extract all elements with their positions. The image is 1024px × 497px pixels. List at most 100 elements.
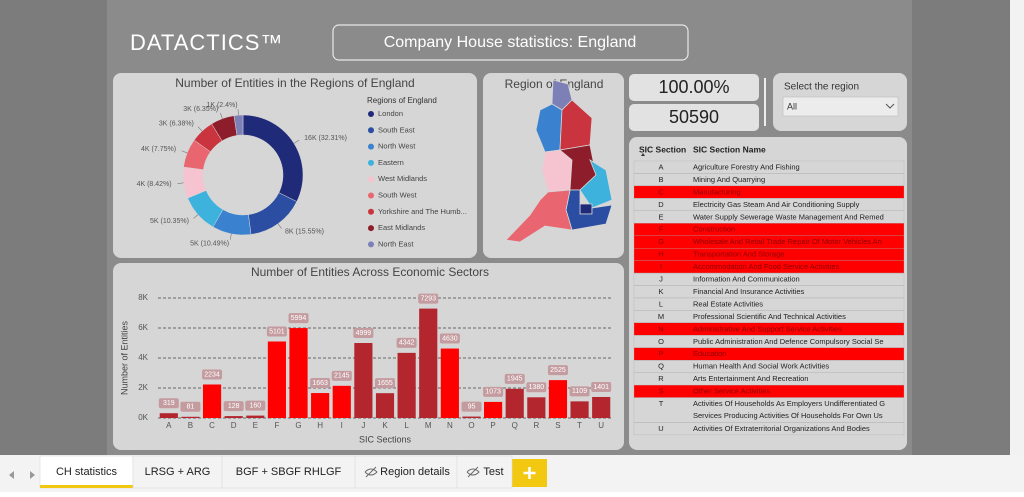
section-name: Professional Scientific And Technical Ac… [693, 312, 846, 321]
bar [462, 417, 480, 418]
region-shape [580, 204, 592, 214]
bar [354, 343, 372, 418]
section-name: Other Service Activities [693, 387, 770, 396]
legend-label: North West [378, 142, 416, 151]
y-axis-title: Number of Entities [119, 320, 129, 395]
data-label: 2145 [334, 373, 350, 380]
bar [570, 401, 588, 418]
section-code: L [659, 299, 663, 308]
section-code: K [658, 287, 663, 296]
x-tick-label: B [188, 421, 193, 430]
section-name: Electricity Gas Steam And Air Conditioni… [693, 200, 860, 209]
section-code: B [658, 175, 663, 184]
section-name: Agriculture Forestry And Fishing [693, 162, 800, 171]
bar [333, 386, 351, 418]
data-label: 5K (10.35%) [150, 218, 189, 225]
slicer-value[interactable]: All [787, 101, 797, 111]
x-tick-label: R [533, 421, 539, 430]
section-name: Mining And Quarrying [693, 175, 765, 184]
section-name: Manufacturing [693, 187, 741, 196]
table-row [634, 348, 904, 360]
data-label: 1073 [485, 389, 501, 396]
data-label: 1380 [529, 384, 545, 391]
x-tick-label: J [361, 421, 365, 430]
bar [376, 393, 394, 418]
table-row [634, 223, 904, 235]
data-label: 3K (6.38%) [159, 121, 194, 128]
section-code: M [658, 312, 664, 321]
column-header: SIC Section [639, 144, 686, 154]
data-label: 95 [468, 403, 476, 410]
data-label: 319 [163, 400, 175, 407]
x-axis-title: SIC Sections [359, 434, 412, 444]
x-tick-label: H [317, 421, 323, 430]
y-tick-label: 2K [138, 383, 148, 392]
tab-label[interactable]: Test [483, 466, 503, 478]
tab-label[interactable]: Region details [380, 466, 450, 478]
legend-marker [368, 144, 374, 150]
tab-underline [40, 485, 133, 488]
x-tick-label: O [468, 421, 474, 430]
legend-marker [368, 127, 374, 133]
section-name: Arts Entertainment And Recreation [693, 374, 808, 383]
x-tick-label: K [382, 421, 388, 430]
legend-marker [368, 160, 374, 166]
legend-marker [368, 111, 374, 117]
legend-label: Eastern [378, 158, 404, 167]
section-code: C [658, 187, 664, 196]
data-label: 4K (8.42%) [137, 181, 172, 188]
legend-label: South West [378, 190, 418, 199]
section-code: Q [658, 362, 664, 371]
data-label: 160 [249, 402, 261, 409]
legend-title: Regions of England [367, 96, 437, 105]
legend-marker [368, 209, 374, 215]
data-label: 81 [187, 404, 195, 411]
legend-marker [368, 225, 374, 231]
legend-label: East Midlands [378, 223, 425, 232]
x-tick-label: A [166, 421, 172, 430]
data-label: 4K (7.75%) [141, 146, 176, 153]
section-code: I [660, 262, 662, 271]
section-name: Transportation And Storage [693, 250, 784, 259]
x-tick-label: F [274, 421, 279, 430]
bar [289, 328, 307, 418]
data-label: 4630 [442, 335, 458, 342]
data-label: 7293 [420, 295, 436, 302]
y-tick-label: 6K [138, 323, 148, 332]
y-tick-label: 4K [138, 353, 148, 362]
bar [181, 417, 199, 418]
x-tick-label: D [231, 421, 237, 430]
x-tick-label: U [598, 421, 604, 430]
legend-label: North East [378, 239, 414, 248]
data-label: 1401 [593, 384, 609, 391]
x-tick-label: M [425, 421, 432, 430]
legend-marker [368, 193, 374, 199]
legend-marker [368, 176, 374, 182]
slicer-dropdown[interactable] [783, 97, 898, 116]
chart-title: Number of Entities Across Economic Secto… [251, 265, 489, 279]
data-label: 5K (10.49%) [190, 241, 229, 248]
section-name: Activities Of Households As Employers Un… [693, 399, 885, 408]
section-code: N [658, 324, 663, 333]
legend-label: Yorkshire and The Humb... [378, 207, 467, 216]
data-label: 5101 [269, 328, 285, 335]
bar [441, 349, 459, 418]
tab-label[interactable]: BGF + SBGF RHLGF [236, 466, 342, 478]
data-label: 2234 [204, 371, 220, 378]
section-name: Accommodation And Food Service Activitie… [693, 262, 840, 271]
tab-label[interactable]: CH statistics [56, 466, 118, 478]
bar [592, 397, 610, 418]
data-label: 128 [228, 403, 240, 410]
bar [506, 389, 524, 418]
section-code: A [658, 162, 663, 171]
section-code: P [658, 349, 663, 358]
section-name: Public Administration And Defence Compul… [693, 337, 884, 346]
page-title: Company House statistics: England [384, 34, 637, 51]
section-code: F [659, 225, 664, 234]
section-name: Water Supply Sewerage Waste Management A… [693, 212, 884, 221]
data-label: 16K (32.31%) [304, 135, 347, 142]
data-label: 1945 [507, 376, 523, 383]
tab-label[interactable]: LRSG + ARG [145, 466, 211, 478]
section-code: E [658, 212, 663, 221]
